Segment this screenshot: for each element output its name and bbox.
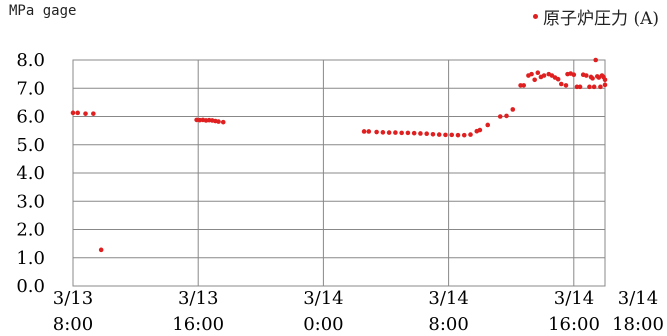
data-point [477,127,483,133]
y-tick-label: 8.0 [16,50,45,71]
data-point [587,84,592,90]
x-tick-time: 8:00 [428,314,468,335]
x-tick-time: 18:00 [612,314,664,335]
data-point [430,131,436,137]
data-point [455,132,461,138]
y-tick-label: 2.0 [16,220,45,241]
y-axis-unit-label: MPa gage [9,3,77,19]
y-tick-label: 7.0 [16,78,45,99]
x-tick-time: 16:00 [548,314,600,335]
data-point [571,72,577,77]
legend-label: 原子炉圧力 (A) [543,9,659,29]
y-tick-label: 5.0 [16,135,45,156]
data-point [366,129,372,134]
x-tick-date: 3/14 [554,288,594,309]
x-tick-date: 3/13 [53,288,93,309]
data-point [555,76,561,82]
data-point [510,107,516,112]
data-point [91,111,96,116]
data-point [380,130,386,135]
data-point [558,81,564,87]
legend-marker [533,14,539,19]
data-point [532,77,537,83]
y-tick-labels: 8.0 7.0 6.0 5.0 4.0 3.0 2.0 1.0 0.0 [16,50,45,297]
data-point [98,247,104,253]
data-point [598,84,603,90]
y-tick-label: 6.0 [16,107,45,128]
x-tick-labels: 3/13 8:00 3/13 16:00 3/14 0:00 3/14 8:00 3/14 16:… [53,288,664,335]
data-point [399,130,404,136]
data-point [70,110,76,116]
data-points [70,57,608,253]
data-point [602,82,608,88]
data-point [216,119,221,124]
data-point [590,76,595,81]
data-point [577,84,583,90]
data-point [504,113,509,119]
grid-lines [73,60,605,286]
data-point [424,131,429,137]
data-point [497,114,503,119]
x-tick-date: 3/14 [428,288,468,309]
y-tick-label: 0.0 [16,276,45,297]
data-point [535,70,541,76]
data-point [418,131,423,136]
data-point [393,130,398,135]
x-tick-time: 0:00 [303,314,343,335]
data-point [541,73,547,78]
data-point [405,130,411,136]
data-point [461,132,467,138]
data-point [449,132,455,138]
data-point [529,71,534,77]
data-point [374,129,379,135]
data-point [468,132,473,137]
data-point [411,130,417,136]
y-tick-label: 3.0 [16,191,45,212]
y-tick-label: 1.0 [16,248,45,269]
data-point [591,84,597,90]
x-tick-time: 8:00 [53,314,93,335]
data-point [386,130,392,135]
data-point [436,132,442,137]
data-point [563,83,569,88]
data-point [602,77,608,83]
x-tick-date: 3/14 [303,288,343,309]
x-tick-time: 16:00 [172,314,224,335]
data-point [83,111,88,116]
data-point [75,110,80,116]
data-point [443,132,448,138]
data-point [521,83,527,88]
x-tick-date: 3/13 [178,288,218,309]
plot-area-border [72,59,606,287]
data-point [220,119,226,125]
x-tick-date: 3/14 [618,288,658,309]
data-point [584,73,589,78]
data-point [361,129,367,134]
data-point [593,57,599,63]
legend: 原子炉圧力 (A) [533,4,659,29]
y-tick-label: 4.0 [16,163,45,184]
data-point [485,122,491,128]
